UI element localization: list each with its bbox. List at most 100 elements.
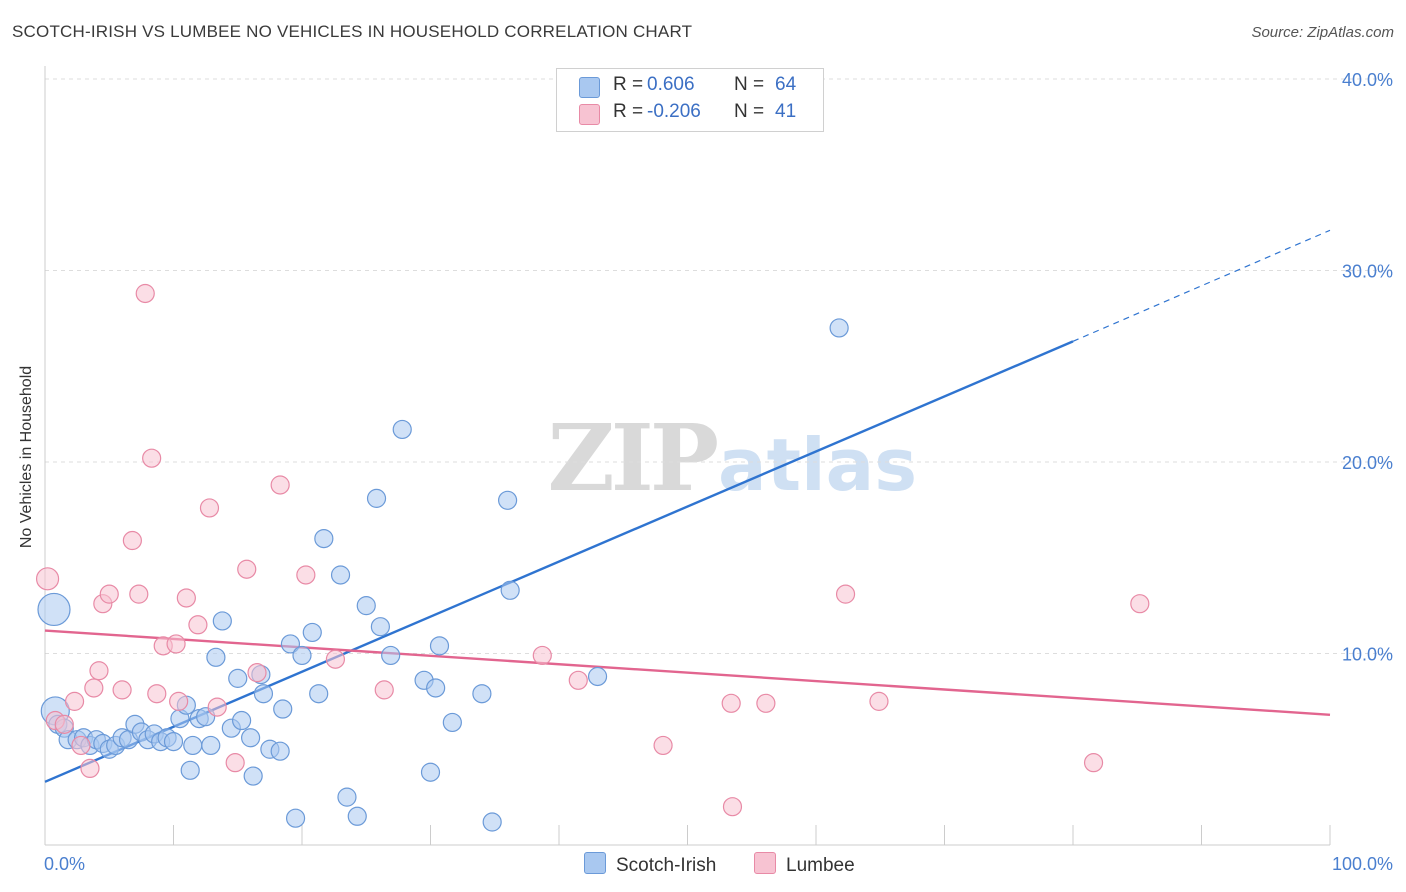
point-scotch-irish: [280, 634, 301, 654]
bottom-legend-lumbee: Lumbee: [754, 852, 855, 877]
legend-n-label: N =: [734, 74, 765, 95]
point-lumbee: [247, 663, 267, 683]
chart-title: SCOTCH-IRISH VS LUMBEE NO VEHICLES IN HO…: [12, 22, 693, 41]
point-lumbee: [374, 680, 394, 700]
grid-lines: [45, 78, 1392, 654]
point-lumbee: [869, 691, 889, 711]
bottom-legend-swatch-lumbee: [754, 852, 776, 874]
y-tick-label: 30.0%: [1342, 262, 1393, 282]
watermark: ZIP atlas: [548, 404, 918, 512]
point-scotch-irish: [420, 762, 441, 782]
point-lumbee: [653, 735, 673, 756]
point-lumbee: [147, 684, 167, 704]
point-lumbee: [35, 567, 60, 591]
point-scotch-irish: [183, 735, 203, 756]
point-scotch-irish: [472, 684, 492, 704]
point-scotch-irish: [206, 647, 226, 667]
point-scotch-irish: [429, 636, 450, 656]
point-lumbee: [1083, 753, 1104, 773]
point-lumbee: [166, 634, 186, 654]
point-lumbee: [199, 498, 220, 518]
point-lumbee: [207, 697, 227, 717]
point-lumbee: [1130, 594, 1150, 614]
point-scotch-irish: [241, 728, 261, 748]
trend-line-lumbee: [44, 629, 1331, 716]
bottom-legend-label: Lumbee: [786, 855, 855, 876]
legend-n-value: 64: [775, 74, 797, 95]
bottom-legend-label: Scotch-Irish: [616, 855, 717, 876]
x-tick-label: 0.0%: [44, 854, 85, 874]
point-lumbee: [721, 693, 741, 713]
point-scotch-irish: [201, 735, 221, 756]
y-tick-label: 20.0%: [1342, 453, 1393, 473]
point-scotch-irish: [302, 622, 322, 643]
point-scotch-irish: [163, 731, 184, 752]
point-scotch-irish: [347, 806, 367, 826]
point-lumbee: [84, 678, 104, 698]
trend-extension-scotch-irish: [1072, 229, 1331, 342]
point-lumbee: [64, 691, 85, 711]
point-scotch-irish: [366, 488, 387, 508]
point-lumbee: [176, 588, 196, 608]
point-scotch-irish: [482, 812, 502, 832]
point-scotch-irish: [330, 565, 351, 585]
point-scotch-irish: [292, 645, 312, 666]
point-lumbee: [237, 559, 257, 579]
point-scotch-irish: [381, 645, 401, 666]
trend-lines: [44, 229, 1331, 783]
point-lumbee: [532, 645, 552, 666]
point-lumbee: [225, 753, 245, 773]
legend-r-label: R =: [613, 101, 644, 122]
point-scotch-irish: [498, 490, 518, 510]
point-scotch-irish: [180, 760, 200, 780]
point-lumbee: [722, 797, 743, 817]
point-scotch-irish: [228, 668, 248, 688]
point-scotch-irish: [309, 684, 329, 704]
point-scotch-irish: [829, 318, 849, 338]
legend-n-label: N =: [734, 101, 765, 122]
legend-r-label: R =: [613, 74, 644, 95]
point-lumbee: [756, 693, 776, 713]
point-scotch-irish: [253, 684, 274, 704]
point-lumbee: [188, 615, 208, 635]
y-tick-label: 10.0%: [1342, 645, 1393, 665]
point-lumbee: [80, 758, 100, 779]
point-lumbee: [325, 649, 346, 669]
point-lumbee: [835, 584, 856, 604]
point-scotch-irish: [370, 617, 390, 637]
watermark-atlas: atlas: [718, 423, 917, 507]
point-lumbee: [122, 530, 142, 551]
legend: R = 0.606 N = 64 R = -0.206 N = 41: [556, 68, 824, 132]
point-scotch-irish: [426, 678, 446, 698]
point-scotch-irish: [392, 419, 412, 440]
point-lumbee: [112, 680, 132, 700]
legend-swatch-lumbee: [579, 104, 600, 125]
point-lumbee: [89, 661, 109, 681]
point-lumbee: [99, 584, 119, 604]
point-scotch-irish: [243, 766, 263, 786]
point-scotch-irish: [587, 666, 608, 687]
tick-labels: 10.0% 20.0% 30.0% 40.0% 0.0% 100.0%: [44, 70, 1393, 874]
legend-n-value: 41: [775, 101, 797, 122]
x-tick-label: 100.0%: [1332, 854, 1393, 874]
point-lumbee: [270, 475, 290, 495]
point-scotch-irish: [337, 787, 357, 807]
point-scotch-irish: [270, 741, 290, 761]
point-lumbee: [54, 714, 74, 734]
legend-r-value: -0.206: [647, 101, 701, 122]
point-lumbee: [568, 670, 588, 690]
bottom-legend-scotch-irish: Scotch-Irish: [584, 852, 716, 877]
watermark-zip: ZIP: [548, 404, 717, 512]
point-scotch-irish: [212, 611, 232, 631]
legend-r-value: 0.606: [647, 74, 695, 95]
point-lumbee: [169, 691, 189, 711]
point-lumbee: [71, 735, 91, 756]
y-tick-label: 40.0%: [1342, 70, 1393, 90]
point-scotch-irish: [273, 699, 293, 719]
point-scotch-irish: [314, 528, 334, 549]
legend-swatch-scotch-irish: [579, 77, 600, 98]
point-scotch-irish: [442, 712, 462, 733]
point-scotch-irish: [285, 808, 306, 828]
point-scotch-irish: [356, 596, 376, 616]
point-lumbee: [135, 283, 155, 304]
